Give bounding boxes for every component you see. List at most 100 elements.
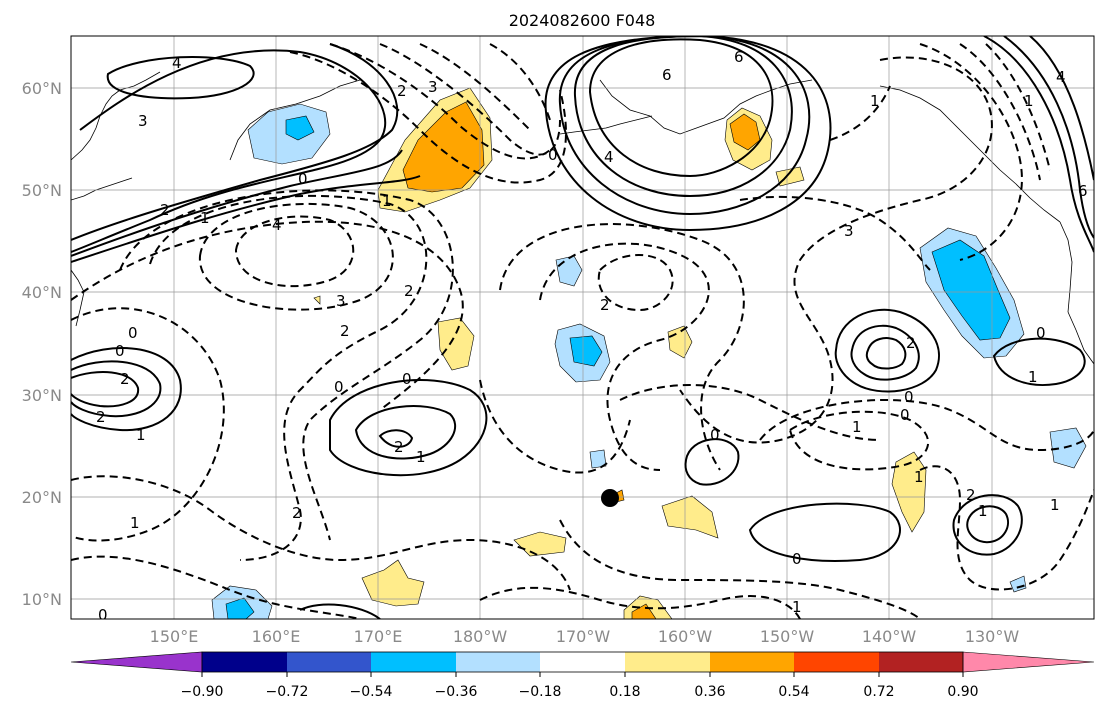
colorbar-extend-low	[70, 651, 203, 673]
contour-label: 1	[870, 92, 880, 110]
contour-label: 0	[548, 146, 558, 164]
contour-line	[149, 194, 428, 561]
contour-label: 0	[1036, 324, 1046, 342]
colorbar-tick-label: 0.72	[863, 684, 894, 700]
shade-yellow	[661, 495, 719, 539]
contour-line	[1029, 36, 1094, 181]
bc-coast	[1059, 221, 1073, 313]
lat-label: 20°N	[22, 488, 62, 507]
lon-label: 180°W	[453, 627, 508, 646]
contour-line	[759, 399, 1094, 452]
contour-label: 2	[906, 334, 916, 352]
contour-line	[619, 384, 881, 441]
contour-line	[739, 195, 931, 271]
contour-line	[829, 85, 891, 141]
shade-light-blue	[1009, 575, 1027, 593]
contour-line	[684, 438, 740, 486]
contour-labels: 4 3 2 2 1 0 4 3 2 1 0 0 4 6 6 2 0 3 2 1 …	[96, 48, 1088, 624]
contour-label: 1	[136, 426, 146, 444]
map-area: 4 3 2 2 1 0 4 3 2 1 0 0 4 6 6 2 0 3 2 1 …	[71, 36, 1094, 624]
shade-light-blue	[1049, 427, 1087, 469]
contour-label: 3	[138, 112, 148, 130]
contour-label: 4	[1056, 68, 1066, 86]
shade-light-blue	[589, 449, 607, 469]
contour-label: 0	[298, 170, 308, 188]
contour-line	[992, 337, 1086, 386]
contour-line	[539, 242, 710, 471]
colorbar-tick-label: 0.18	[609, 684, 640, 700]
contour-label: 1	[792, 598, 802, 616]
alaska-panhandle	[879, 85, 1061, 223]
contour-label: 6	[1078, 182, 1088, 200]
contour-line	[71, 360, 162, 418]
contour-label: 0	[128, 324, 138, 342]
colorbar-tick-label: −0.72	[266, 684, 309, 700]
contour-line	[588, 38, 774, 178]
contour-label: 0	[710, 426, 720, 444]
contour-line	[1003, 36, 1094, 239]
contour-line	[71, 149, 403, 257]
contour-line	[234, 215, 355, 287]
kuril-coast	[71, 177, 133, 201]
contour-line	[106, 56, 255, 100]
contour-label: 2	[120, 370, 130, 388]
colorbar-tick-label: −0.36	[435, 684, 478, 700]
contour-line	[71, 220, 464, 411]
contour-line	[499, 223, 745, 471]
colorbar-tick-label: −0.18	[519, 684, 562, 700]
contour-line	[71, 555, 361, 619]
contour-label: 3	[428, 78, 438, 96]
colorbar-segment	[879, 652, 963, 672]
contour-line	[748, 502, 901, 562]
colorbar-frame	[201, 651, 964, 673]
lon-label: 170°E	[354, 627, 403, 646]
contour-label: 0	[115, 342, 125, 360]
map-frame	[70, 35, 1095, 620]
contour-label: 1	[416, 448, 426, 466]
contour-label: 1	[382, 192, 392, 210]
shade-orange	[631, 603, 657, 619]
lon-label: 130°W	[965, 627, 1020, 646]
contour-label: 1	[130, 514, 140, 532]
contour-line	[354, 405, 457, 460]
aleutian-chain	[559, 115, 653, 135]
lat-label: 10°N	[22, 590, 62, 609]
lon-label: 160°W	[658, 627, 713, 646]
shade-yellow	[437, 317, 475, 371]
colorbar-ticks	[201, 672, 964, 677]
colorbar-tick-label: 0.36	[694, 684, 725, 700]
contour-label: 1	[914, 468, 924, 486]
colorbar-segment	[625, 652, 710, 672]
shade-yellow	[361, 559, 425, 607]
contour-line	[952, 494, 1023, 556]
shaded-anomalies	[211, 87, 1087, 619]
colorbar-extend-high	[962, 651, 1095, 673]
shade-yellow	[891, 451, 927, 533]
contour-label: 6	[734, 48, 744, 66]
colorbar-segment	[371, 652, 456, 672]
contour-line	[479, 379, 631, 474]
contour-line	[919, 43, 1023, 261]
colorbar-segment	[794, 652, 879, 672]
contour-label: 6	[662, 66, 672, 84]
contour-label: 2	[160, 201, 170, 219]
contour-label: 3	[844, 222, 854, 240]
contour-label: 2	[397, 82, 407, 100]
longitude-labels: 150°E 160°E 170°E 180°W 170°W 160°W 150°…	[150, 627, 1020, 646]
lat-label: 40°N	[22, 283, 62, 302]
contour-line	[71, 475, 571, 591]
contour-label: 0	[98, 606, 108, 624]
contour-line	[679, 56, 993, 444]
contour-line	[71, 307, 225, 542]
colorbar-tick-label: −0.54	[350, 684, 393, 700]
lon-label: 160°E	[252, 627, 301, 646]
latitude-labels: 60°N 50°N 40°N 30°N 20°N 10°N	[22, 79, 62, 609]
shade-yellow	[513, 531, 567, 557]
contour-label: 2	[394, 438, 404, 456]
lon-label: 150°W	[760, 627, 815, 646]
colorbar-segment	[540, 652, 625, 672]
contour-line	[289, 51, 567, 184]
negative-contours	[71, 43, 1094, 619]
contour-line	[544, 36, 832, 232]
